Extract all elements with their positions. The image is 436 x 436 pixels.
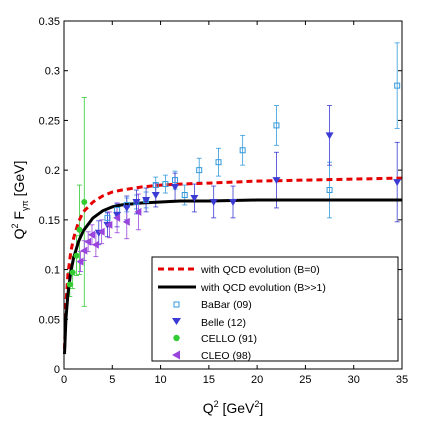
legend-box [151,256,399,362]
cello-point [73,252,80,259]
cleo-point [122,217,130,226]
belle-point [325,132,334,140]
legend-label-line-b1: with QCD evolution (B>>1) [200,282,326,294]
belle-point [229,198,237,206]
y-axis-title: Q2 Fγπ [GeV] [10,161,30,240]
y-axis-title-unit: [GeV] [11,161,27,201]
x-tick-label: 25 [299,374,311,386]
y-tick-label: 0 [54,364,60,376]
x-axis-title-unit-sup: 2 [254,399,259,409]
cello-point [69,269,76,276]
legend-label-cello: CELLO (91) [201,333,257,345]
cleo-point [134,207,142,216]
cleo-point [91,240,99,249]
legend-label-line-b0: with QCD evolution (B=0) [200,264,320,276]
cello-point [66,281,73,288]
babar-point [215,159,222,166]
cleo-point [97,227,105,236]
x-axis-title-unit: [GeV [219,400,255,416]
y-axis-title-f: F [11,211,27,223]
legend-marker-babar [173,301,180,308]
cleo-point [88,230,96,239]
x-tick-label: 30 [348,374,360,386]
babar-point [394,82,401,89]
belle-point [209,198,218,206]
cleo-point [76,257,84,266]
legend-marker-cleo [172,350,180,360]
cello-point [76,226,83,233]
legend-label-cleo: CLEO (98) [201,350,251,362]
ticks-layer: 0 5 10 15 20 25 30 35 0 0.05 0.1 0.15 0.2 0.25 0.3 0.35 [39,16,409,386]
cleo-point [113,213,121,222]
belle-point [142,196,151,204]
babar-point [152,182,159,189]
legend-label-babar: BaBar (09) [201,299,252,311]
x-tick-label: 0 [61,374,67,386]
belle-point [151,192,160,199]
plot-frame [63,20,403,370]
babar-point [273,122,280,129]
cleo-point [84,237,92,246]
legend-marker-cello [173,334,180,342]
belle-point [272,177,281,185]
y-tick-label: 0.15 [39,215,60,227]
x-tick-label: 5 [109,374,115,386]
babar-point [326,187,333,194]
y-tick-label: 0.2 [45,165,60,177]
x-axis-title-sup: 2 [214,399,219,409]
cleo-point [105,220,113,229]
cello-point [81,198,88,205]
belle-point [171,184,180,192]
y-axis-title-sub: γπ [20,200,30,211]
cleo-point [80,246,88,255]
plot-layer [63,42,403,355]
legend-marker-belle [172,318,181,325]
x-tick-label: 15 [203,374,215,386]
x-tick-label: 20 [251,374,263,386]
legend: with QCD evolution (B=0) with QCD evolut… [151,256,399,362]
belle-point [190,194,199,202]
y-tick-label: 0.25 [39,115,60,127]
babar-point [196,167,203,174]
babar-point [104,214,111,221]
legend-label-belle: Belle (12) [201,317,246,329]
x-axis-title-q: Q [203,400,214,416]
y-axis-title-sup: 2 [10,223,20,228]
curve-b0-dashed [63,176,403,350]
x-tick-label: 10 [154,374,166,386]
belle-point [122,204,131,212]
belle-point [113,211,122,219]
y-tick-label: 0.3 [45,66,60,78]
babar-point [181,192,188,198]
y-tick-label: 0.1 [45,265,60,277]
y-tick-label: 0.05 [39,314,60,326]
x-tick-label: 35 [396,374,408,386]
belle-point [132,198,141,206]
babar-point [162,181,169,188]
x-axis-title: Q2 [GeV2] [203,399,264,416]
x-axis-title-close: ] [259,400,263,416]
y-axis-title-q: Q [11,228,27,239]
y-tick-label: 0.35 [39,16,60,28]
belle-point [393,179,402,187]
babar-point [172,177,179,184]
babar-point [239,147,246,154]
